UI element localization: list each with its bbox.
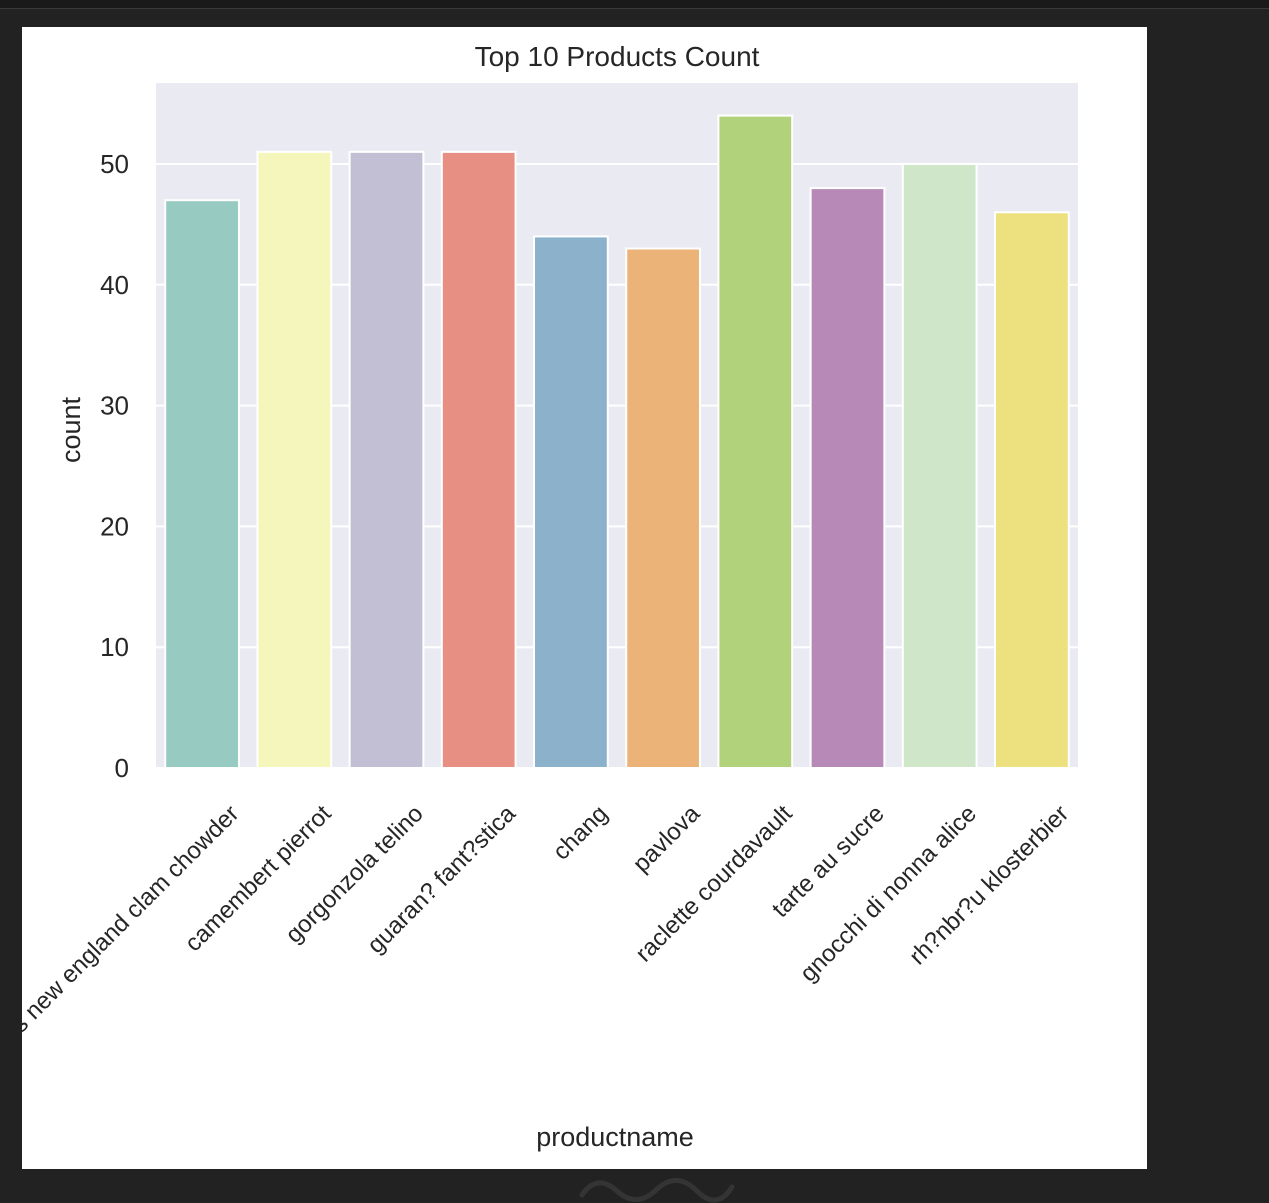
- bar: [625, 247, 701, 769]
- window-top-strip: [0, 0, 1269, 9]
- bars: [164, 114, 1070, 770]
- x-tick-label: pavlova: [628, 800, 706, 878]
- x-tick-label: chang: [548, 800, 613, 865]
- y-axis-label: count: [56, 396, 86, 463]
- y-tick-label: 30: [100, 391, 129, 421]
- y-tick-label: 40: [100, 270, 129, 300]
- watermark-logo: [579, 1178, 735, 1203]
- bar: [717, 114, 794, 770]
- x-axis-label: productname: [536, 1122, 694, 1152]
- x-tick-label: raclette courdavault: [630, 800, 797, 967]
- bar-chart: 0 10 20 30 40 50 jack's new england clam chow…: [22, 41, 1078, 1152]
- x-tick-labels: jack's new england clam chowdercamembert…: [22, 800, 1074, 1073]
- bar: [994, 211, 1070, 770]
- chart-figure: 0 10 20 30 40 50 jack's new england clam chow…: [22, 27, 1147, 1203]
- y-tick-label: 0: [115, 753, 129, 783]
- bar: [809, 187, 886, 769]
- bar: [533, 235, 609, 769]
- bar: [901, 162, 978, 770]
- y-tick-label: 10: [100, 632, 129, 662]
- y-tick-label: 20: [100, 511, 129, 541]
- y-tick-label: 50: [100, 149, 129, 179]
- bar: [256, 150, 333, 770]
- x-tick-label: gnocchi di nonna alice: [795, 800, 982, 987]
- bar: [164, 199, 240, 769]
- x-tick-label: rh?nbr?u klosterbier: [904, 800, 1074, 970]
- chart-title: Top 10 Products Count: [475, 41, 760, 72]
- y-tick-labels: 0 10 20 30 40 50: [100, 149, 129, 783]
- bar: [440, 150, 517, 770]
- bar: [348, 150, 425, 770]
